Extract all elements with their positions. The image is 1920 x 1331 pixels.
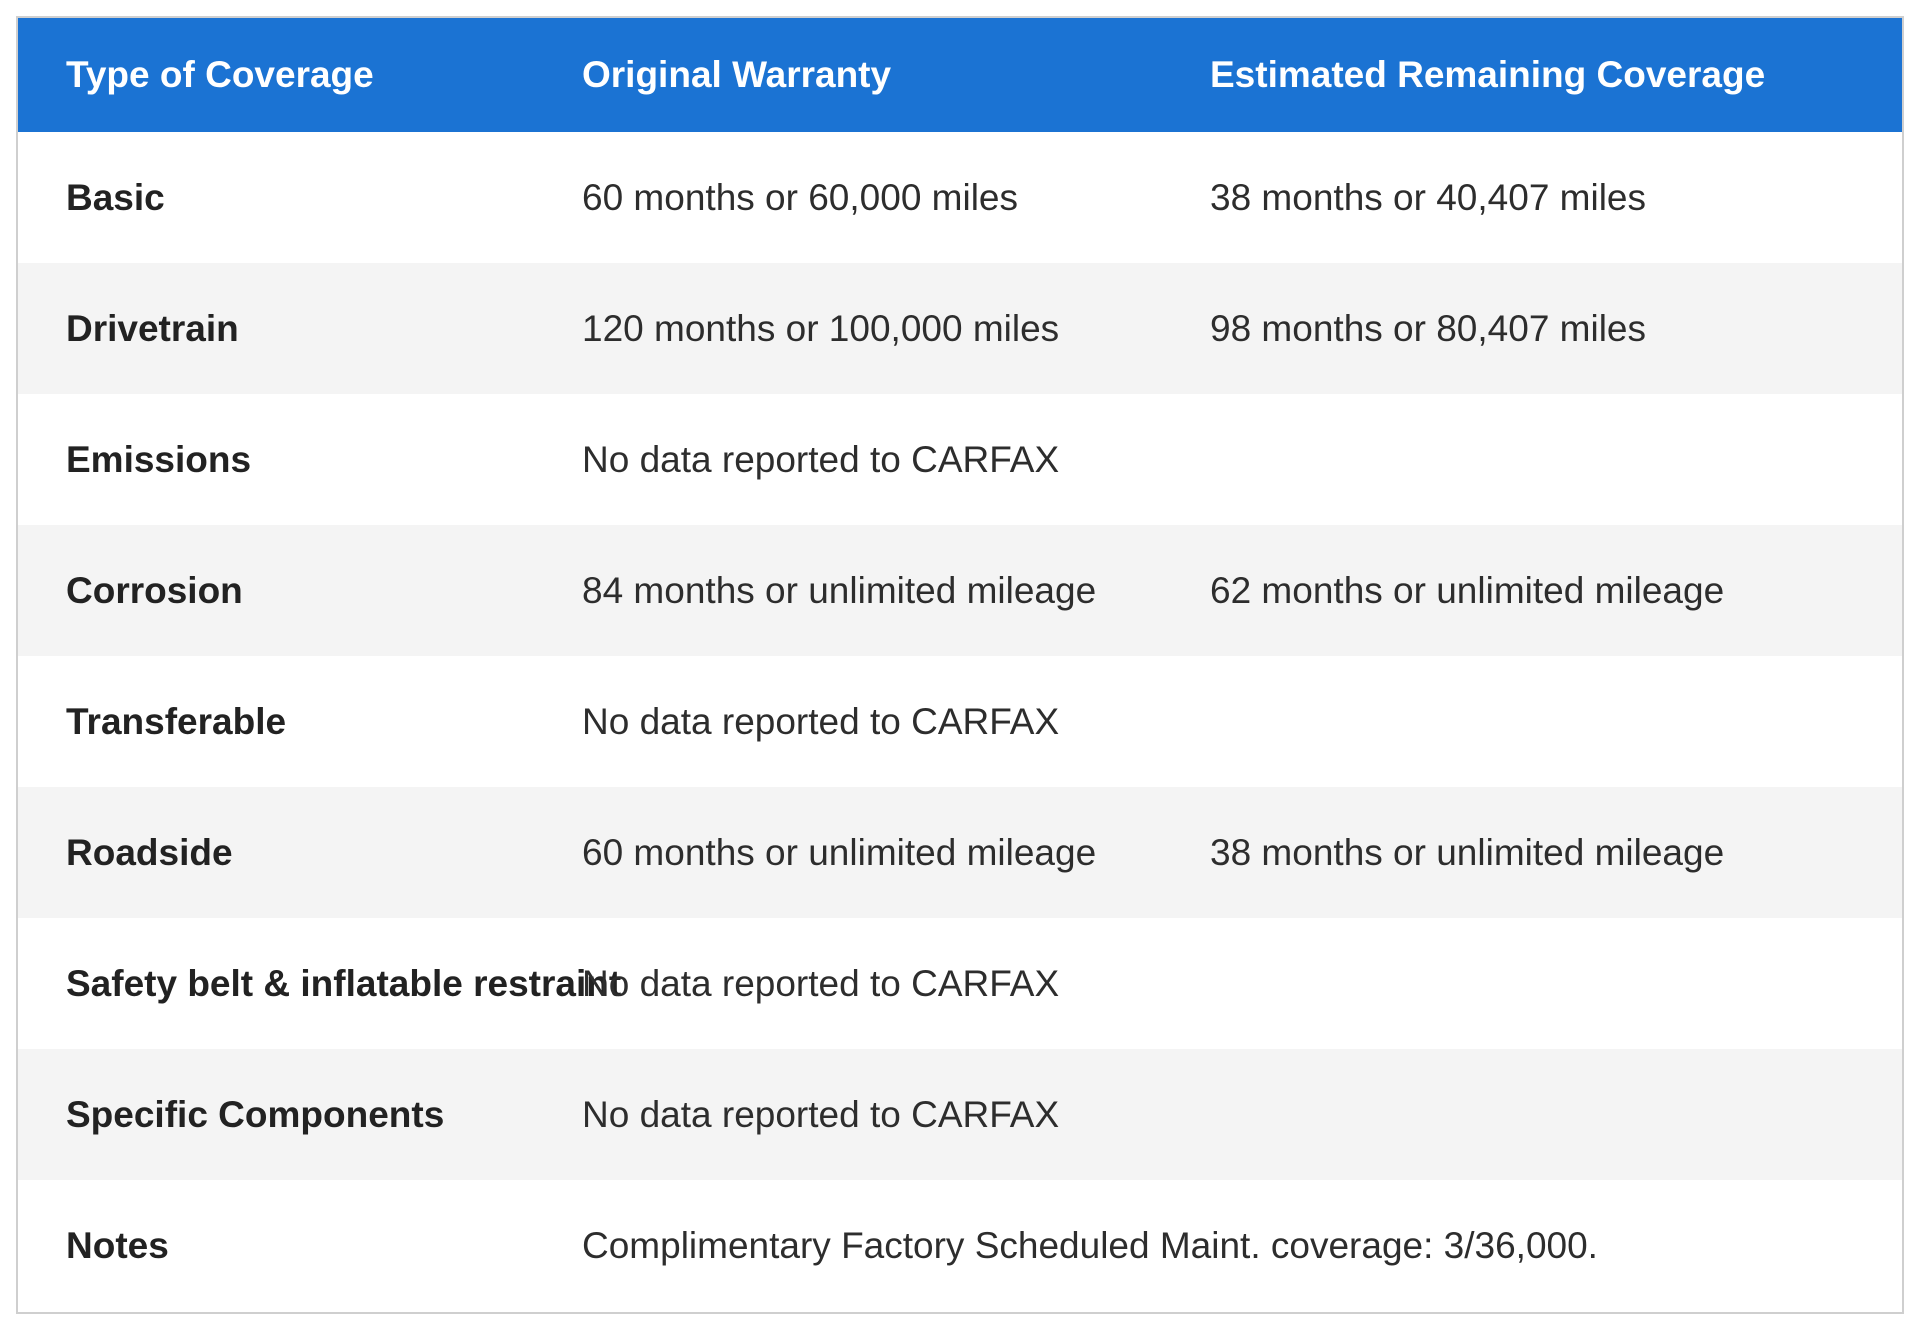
table-body: Basic 60 months or 60,000 miles 38 month… [18, 132, 1902, 1311]
coverage-type-cell: Safety belt & inflatable restraint [66, 962, 622, 1004]
table-row-drivetrain: Drivetrain 120 months or 100,000 miles 9… [18, 263, 1902, 394]
header-row: Type of Coverage Original Warranty Estim… [18, 18, 1902, 132]
coverage-type-cell: Corrosion [66, 569, 243, 611]
remaining-coverage-cell [1210, 656, 1902, 787]
remaining-coverage-cell [1210, 918, 1902, 1049]
remaining-coverage-cell [1210, 394, 1902, 525]
table-row-safety-belt: Safety belt & inflatable restraint No da… [18, 918, 1902, 1049]
remaining-coverage-cell: 62 months or unlimited mileage [1210, 569, 1725, 611]
remaining-coverage-cell: 38 months or unlimited mileage [1210, 831, 1725, 873]
coverage-type-cell: Emissions [66, 438, 252, 480]
original-warranty-cell: 84 months or unlimited mileage [582, 569, 1097, 611]
remaining-coverage-cell: 38 months or 40,407 miles [1210, 176, 1647, 218]
table-row-corrosion: Corrosion 84 months or unlimited mileage… [18, 525, 1902, 656]
table-row-emissions: Emissions No data reported to CARFAX [18, 394, 1902, 525]
table-row-specific-components: Specific Components No data reported to … [18, 1049, 1902, 1180]
remaining-coverage-cell [1210, 1049, 1902, 1180]
table-row-notes: Notes Complimentary Factory Scheduled Ma… [18, 1180, 1902, 1311]
original-warranty-cell: No data reported to CARFAX [582, 962, 1060, 1004]
warranty-table-container: Type of Coverage Original Warranty Estim… [16, 16, 1904, 1314]
coverage-type-cell: Roadside [66, 831, 233, 873]
table-row-transferable: Transferable No data reported to CARFAX [18, 656, 1902, 787]
original-warranty-cell: 60 months or 60,000 miles [582, 176, 1019, 218]
header-original-warranty: Original Warranty [582, 54, 892, 95]
header-estimated-remaining-coverage: Estimated Remaining Coverage [1210, 54, 1766, 95]
coverage-type-cell: Drivetrain [66, 307, 239, 349]
original-warranty-cell: No data reported to CARFAX [582, 438, 1060, 480]
original-warranty-cell: 120 months or 100,000 miles [582, 307, 1060, 349]
header-type-of-coverage: Type of Coverage [66, 54, 374, 95]
remaining-coverage-cell: 98 months or 80,407 miles [1210, 307, 1647, 349]
original-warranty-cell: No data reported to CARFAX [582, 700, 1060, 742]
warranty-coverage-table: Type of Coverage Original Warranty Estim… [18, 18, 1902, 1311]
coverage-type-cell: Notes [66, 1224, 169, 1266]
table-row-basic: Basic 60 months or 60,000 miles 38 month… [18, 132, 1902, 263]
original-warranty-cell: No data reported to CARFAX [582, 1093, 1060, 1135]
coverage-type-cell: Basic [66, 176, 165, 218]
notes-cell: Complimentary Factory Scheduled Maint. c… [582, 1224, 1598, 1266]
coverage-type-cell: Transferable [66, 700, 287, 742]
table-header: Type of Coverage Original Warranty Estim… [18, 18, 1902, 132]
table-row-roadside: Roadside 60 months or unlimited mileage … [18, 787, 1902, 918]
original-warranty-cell: 60 months or unlimited mileage [582, 831, 1097, 873]
coverage-type-cell: Specific Components [66, 1093, 445, 1135]
